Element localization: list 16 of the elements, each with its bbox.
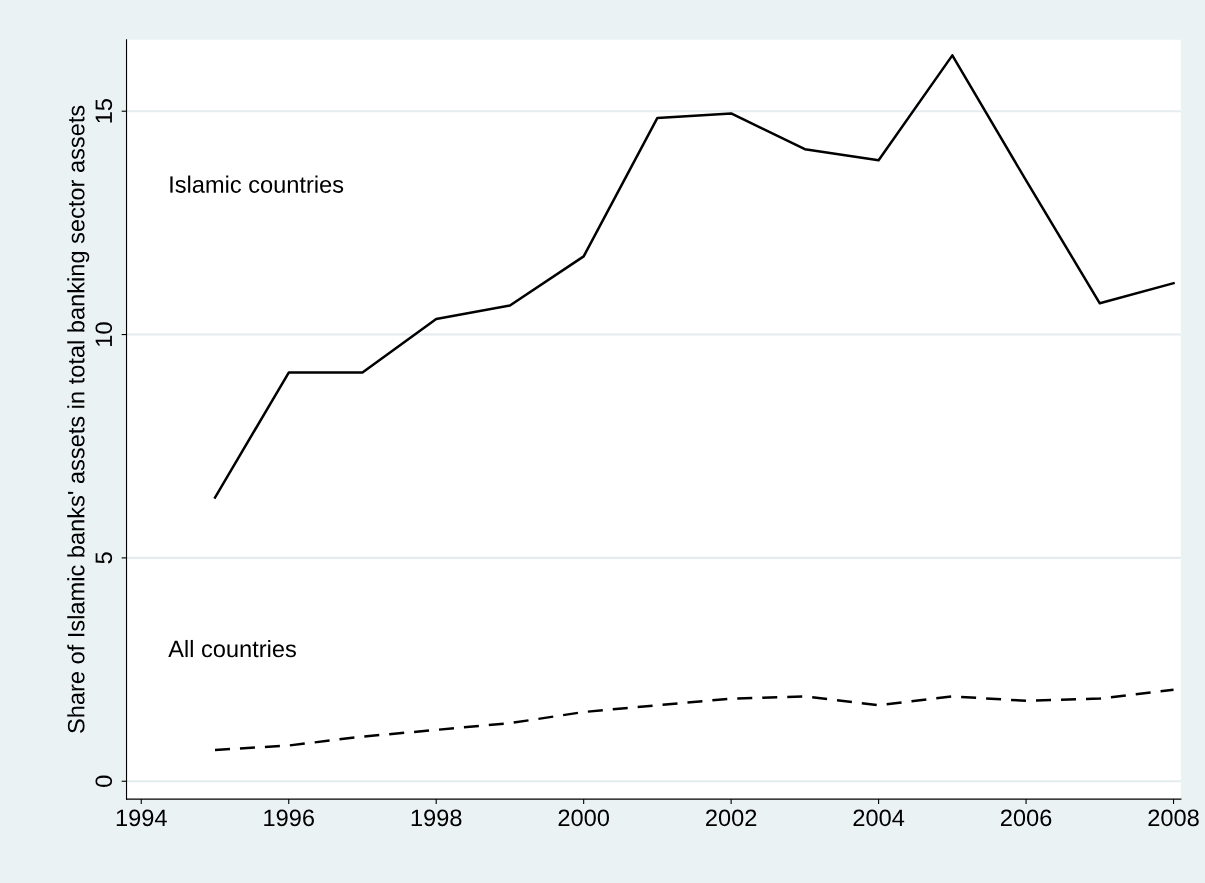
x-tick-label: 2002 [706, 809, 757, 827]
annotation: Islamic countries [170, 175, 344, 193]
y-tick-label: 5 [95, 552, 113, 564]
x-tick-label: 2004 [853, 809, 905, 827]
y-tick-label: 15 [95, 99, 113, 123]
y-tick-label: 10 [95, 322, 113, 346]
x-tick-label: 2006 [1000, 809, 1052, 827]
y-axis-title: Share of Islamic banks' assets in total banking sector assets [67, 105, 90, 733]
x-tick-label: 2008 [1148, 809, 1199, 827]
annotation: All countries [168, 639, 296, 658]
x-tick-label: 1998 [411, 809, 462, 827]
x-tick-label: 2000 [558, 809, 610, 827]
line-series [213, 688, 1175, 752]
x-tick-label: 1996 [264, 809, 314, 827]
y-tick-label: 0 [95, 775, 113, 787]
x-tick-label: 1994 [116, 809, 167, 827]
